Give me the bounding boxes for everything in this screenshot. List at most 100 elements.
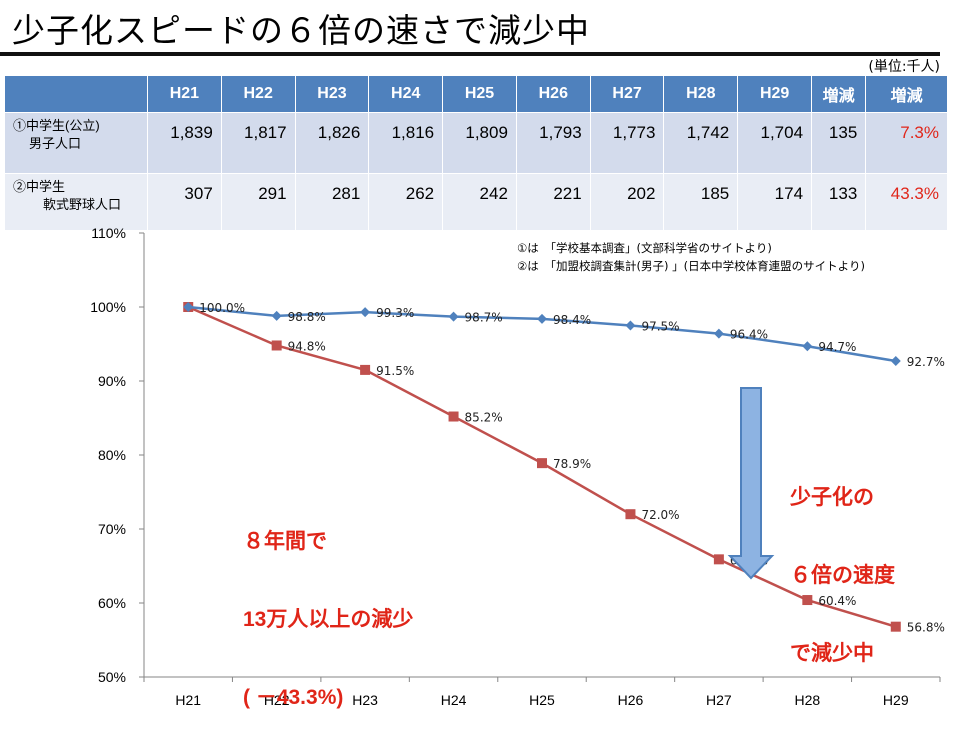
table-cell: 1,793 [515,112,591,174]
table-cell: 133 [811,173,867,231]
chart-data-labels: 94.8%91.5%85.2%78.9%72.0%65.9%60.4%56.8%… [199,301,945,635]
unit-note: (単位:千人) [868,59,940,75]
series-point [537,313,547,324]
table-header-cell: 増減 [811,75,867,113]
series-point [537,458,547,469]
table-cell: 1,809 [442,112,517,174]
data-table: H21 H22 H23 H24 H25 H26 H27 H28 H29 増減 増… [4,75,948,231]
x-tick-label: H29 [883,692,909,708]
y-tick-label: 70% [98,521,126,537]
series-point [802,595,813,606]
table-cell: 1,773 [589,112,665,174]
data-label: 96.4% [730,328,768,342]
data-label: 78.9% [553,457,591,471]
x-tick-label: H28 [794,692,820,708]
table-cell: 135 [811,112,867,174]
table-header-cell: H25 [442,75,517,113]
series-point [890,621,901,632]
callout-left-line: ８年間で [243,530,327,553]
row-label: ②中学生 軟式野球人口 [4,173,148,231]
y-tick-label: 80% [98,447,126,463]
table-cell-percent: 7.3% [865,112,948,174]
row-label-line: ①中学生(公立) [13,118,100,133]
table-header-cell [4,75,148,113]
data-label: 91.5% [376,364,414,378]
table-header-cell: 増減 [865,75,948,113]
data-label: 92.7% [907,355,945,369]
table-header-cell: H23 [294,75,370,113]
table-cell: 281 [294,173,370,231]
table-header-cell: H28 [663,75,739,113]
series-point [271,310,282,321]
callout-left: ８年間で 13万人以上の減少 ( －43.3%) [243,477,413,737]
x-tick-label: H22 [264,692,290,708]
callout-right-line: 少子化の [790,486,874,509]
row-label: ①中学生(公立) 男子人口 [4,112,148,174]
source-note: ②は 「加盟校調査集計(男子) 」(日本中学校体育連盟のサイトより) [517,259,865,273]
table-header-cell: H26 [515,75,591,113]
table-cell: 242 [442,173,517,231]
series-point [183,302,194,312]
series-point [890,356,901,367]
table-cell-percent: 43.3% [865,173,948,231]
y-tick-label: 50% [98,669,126,685]
x-tick-label: H26 [618,692,644,708]
data-label: 94.8% [288,339,326,353]
table-header-cell: H21 [147,75,222,113]
table-cell: 1,816 [368,112,444,174]
table-cell: 1,839 [147,112,222,174]
series-point [625,320,636,331]
table-header-row: H21 H22 H23 H24 H25 H26 H27 H28 H29 増減 増… [4,75,948,113]
table-cell: 307 [147,173,222,231]
y-tick-label: 60% [98,595,126,611]
table-cell: 185 [663,173,739,231]
series-point [448,411,459,422]
callout-left-line: ( －43.3%) [243,686,344,709]
y-tick-label: 90% [98,373,126,389]
x-tick-label: H23 [352,692,378,708]
table-cell: 291 [220,173,296,231]
callout-right-line: で減少中 [790,642,874,665]
series-point [713,328,724,339]
data-label: 56.8% [907,621,945,635]
x-tick-label: H21 [175,692,201,708]
chart-axes: 50% 60% 70% 80% 90% 100% 110% H21 H22 H23 H24 H25 H2… [90,226,941,708]
row-label-line: ②中学生 [13,179,66,194]
data-label: 99.3% [376,306,414,320]
data-label: 97.5% [641,320,679,334]
table-cell: 1,817 [220,112,296,174]
callout-left-line: 13万人以上の減少 [243,608,414,631]
series-point [448,311,459,322]
table-cell: 1,826 [294,112,370,174]
page-title: 少子化スピードの６倍の速さで減少中 [12,11,590,50]
y-tick-label: 100% [90,299,126,315]
table-cell: 221 [515,173,591,231]
y-tick-label: 110% [91,226,126,241]
table-cell: 174 [737,173,813,231]
series-point [713,554,724,565]
row-label-line: 男子人口 [29,136,82,151]
x-tick-label: H25 [529,692,555,708]
table-row: ②中学生 軟式野球人口 307 291 281 262 242 221 202 … [4,173,948,231]
table-row: ①中学生(公立) 男子人口 1,839 1,817 1,826 1,816 1,… [4,112,948,174]
chart-series [183,302,901,632]
callout-right-line: ６倍の速度 [790,564,895,587]
data-label: 72.0% [641,508,679,522]
table-header-cell: H22 [220,75,296,113]
data-label: 98.7% [465,311,503,325]
source-note: ①は 「学校基本調査」(文部科学省のサイトより) [517,241,772,255]
table-cell: 202 [589,173,665,231]
table-cell: 1,704 [737,112,813,174]
x-tick-label: H24 [441,692,467,708]
data-label: 100.0% [199,301,245,315]
line-chart: 50% 60% 70% 80% 90% 100% 110% H21 H22 H23 H24 H25 H2… [90,226,945,708]
table-cell: 262 [368,173,444,231]
down-arrow [727,387,775,580]
series-point [271,340,282,351]
data-label: 98.8% [288,310,326,324]
down-arrow-shape [727,387,775,580]
table-header-cell: H27 [589,75,665,113]
table-header-cell: H24 [368,75,444,113]
x-tick-label: H27 [706,692,732,708]
title-underline [0,52,940,56]
